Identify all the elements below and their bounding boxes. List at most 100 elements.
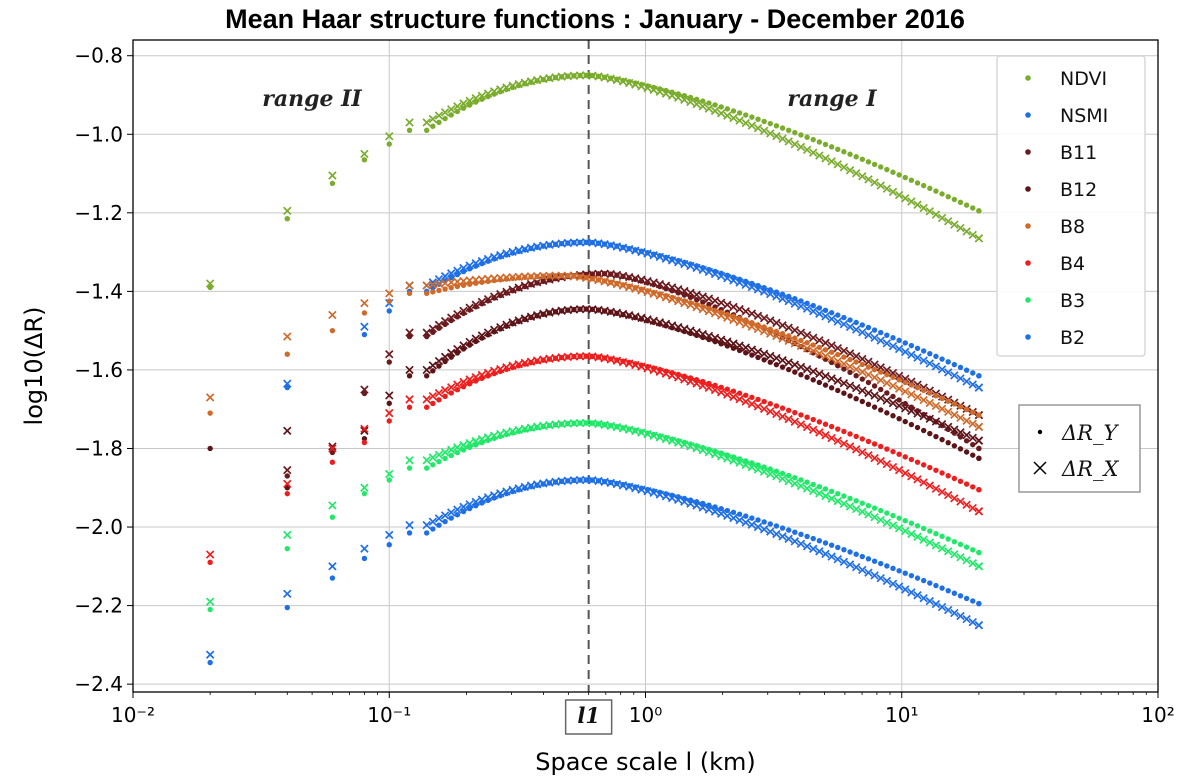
data-point-cross [839, 346, 849, 356]
data-point-dot [859, 500, 866, 506]
data-point-dot [430, 289, 436, 295]
data-point-cross [937, 544, 947, 553]
data-point-dot [730, 345, 737, 351]
data-point-cross [649, 431, 658, 440]
data-point-dot [890, 374, 896, 380]
data-point-dot [767, 287, 773, 293]
data-point-cross [821, 549, 830, 559]
data-point-cross [827, 354, 836, 363]
data-point-dot [835, 146, 841, 152]
data-point-dot [896, 415, 902, 422]
data-point-cross [888, 398, 898, 408]
y-tick-label: −1.6 [74, 358, 123, 382]
data-point-dot [761, 357, 767, 363]
data-point-dot [329, 449, 336, 456]
data-point-cross [502, 83, 511, 92]
data-point-cross [405, 456, 414, 465]
data-point-dot [804, 533, 810, 540]
data-point-dot [207, 606, 213, 613]
data-point-cross [845, 349, 855, 358]
data-point-cross [606, 278, 615, 287]
data-point-cross [471, 372, 480, 382]
data-point-cross [667, 321, 677, 330]
data-point-dot [841, 314, 847, 321]
data-point-cross [655, 318, 665, 327]
data-point-dot [712, 382, 718, 389]
data-point-dot [423, 127, 430, 134]
data-point-cross [741, 320, 750, 329]
data-point-cross [809, 333, 818, 342]
data-point-cross [766, 129, 775, 138]
data-point-cross [790, 325, 800, 335]
data-point-dot [963, 595, 970, 602]
data-point-dot [878, 560, 884, 567]
data-point-cross [205, 279, 215, 288]
data-point-dot [896, 568, 902, 574]
data-point-dot [736, 390, 743, 396]
data-point-cross [968, 433, 977, 443]
data-point-cross [631, 483, 640, 493]
data-point-dot [871, 366, 878, 373]
data-point-cross [692, 328, 701, 337]
data-point-dot [804, 340, 810, 346]
data-point-cross [471, 497, 480, 507]
data-point-cross [606, 307, 615, 316]
data-point-cross [637, 82, 646, 91]
data-point-dot [779, 125, 786, 131]
data-point-cross [680, 286, 689, 296]
data-point-cross [637, 275, 646, 284]
data-point-cross [447, 508, 456, 517]
data-point-cross [784, 358, 793, 367]
data-point-cross [851, 365, 861, 374]
data-point-dot [828, 310, 835, 316]
data-point-cross [815, 309, 824, 318]
series-legend-box [996, 55, 1146, 357]
data-point-dot [736, 511, 743, 517]
data-point-dot [927, 528, 933, 534]
data-point-cross [815, 349, 824, 358]
data-point-cross [477, 370, 487, 380]
data-point-cross [815, 369, 824, 378]
data-point-cross [489, 292, 499, 301]
data-point-cross [618, 309, 628, 319]
data-point-dot [406, 127, 413, 134]
data-point-dot [773, 361, 780, 368]
data-point-cross [612, 422, 622, 432]
data-point-cross [637, 286, 646, 295]
data-point-cross [974, 562, 984, 571]
data-point-cross [766, 289, 775, 299]
range-i-label: range I [787, 86, 877, 112]
legend-marker-b11 [1025, 149, 1031, 155]
data-point-dot [448, 112, 454, 118]
data-point-dot [835, 490, 841, 497]
data-point-dot [516, 428, 522, 435]
data-point-dot [706, 301, 712, 308]
data-point-cross [729, 339, 738, 348]
data-point-dot [423, 373, 430, 379]
data-point-cross [944, 605, 953, 615]
data-point-cross [631, 312, 640, 321]
data-point-dot [927, 430, 933, 437]
data-point-dot [454, 283, 461, 290]
data-point-cross [686, 499, 695, 508]
data-point-cross [698, 102, 707, 111]
data-point-cross [913, 591, 922, 600]
data-point-dot [933, 393, 939, 399]
data-point-cross [360, 298, 369, 308]
data-point-cross [440, 316, 450, 326]
data-point-cross [772, 292, 781, 301]
data-point-cross [674, 284, 683, 294]
data-point-cross [956, 428, 965, 437]
data-point-cross [551, 271, 560, 280]
data-point-dot [896, 337, 902, 344]
data-point-cross [655, 252, 665, 262]
data-point-cross [434, 388, 444, 398]
data-point-dot [792, 475, 798, 481]
data-point-dot [871, 383, 878, 389]
data-point-cross [600, 477, 609, 487]
data-point-cross [643, 287, 652, 297]
data-point-cross [815, 428, 824, 437]
legend-marker-b3 [1025, 297, 1031, 303]
data-point-dot [896, 451, 902, 457]
data-point-dot [957, 541, 964, 548]
